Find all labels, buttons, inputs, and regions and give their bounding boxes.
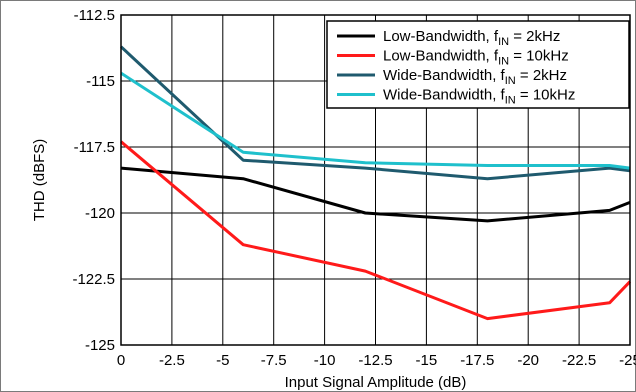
x-tick-label: -20 xyxy=(517,352,539,369)
x-tick-labels: 0 -2.5 -5 -7.5 -10 -12.5 -15 -17.5 -20 -22.5 -25 xyxy=(117,352,636,369)
legend-entry-tail: = 2kHz xyxy=(516,67,567,84)
legend-entry-tail: = 10kHz xyxy=(516,87,576,104)
legend-entry-1: Low-Bandwidth, fIN = 2kHz xyxy=(383,28,560,48)
x-tick-label: -15 xyxy=(416,352,438,369)
x-tick-label: -10 xyxy=(314,352,336,369)
legend-entry-subscript: IN xyxy=(498,36,509,48)
y-tick-label: -115 xyxy=(86,73,115,90)
x-tick-label: -25 xyxy=(619,352,636,369)
x-tick-label: -22.5 xyxy=(562,352,596,369)
legend-entry-subscript: IN xyxy=(505,95,516,107)
legend-entry-tail: = 2kHz xyxy=(509,28,560,45)
y-tick-label: -122.5 xyxy=(72,271,115,288)
x-tick-label: -12.5 xyxy=(358,352,392,369)
y-tick-label: -117.5 xyxy=(74,139,115,156)
legend-entry-name: Low-Bandwidth, f xyxy=(383,48,499,65)
series-line-3 xyxy=(119,45,631,181)
legend-entry-subscript: IN xyxy=(498,56,509,68)
series-lines xyxy=(119,45,632,321)
plot-area-border xyxy=(120,14,631,346)
legend-entry-name: Low-Bandwidth, f xyxy=(383,28,499,45)
series-line-1 xyxy=(120,166,631,223)
x-tick-label: -5 xyxy=(216,352,229,369)
legend-box xyxy=(326,20,630,109)
y-axis-label: THD (dBFS) xyxy=(31,139,48,222)
y-tick-labels: -112.5 -115 -117.5 -120 -122.5 -125 xyxy=(72,7,115,354)
legend-entry-3: Wide-Bandwidth, fIN = 2kHz xyxy=(383,67,567,87)
legend-entry-4: Wide-Bandwidth, fIN = 10kHz xyxy=(383,87,575,107)
legend-entry-name: Wide-Bandwidth, f xyxy=(383,67,506,84)
x-tick-label: -17.5 xyxy=(460,352,494,369)
y-tick-label: -125 xyxy=(85,337,115,354)
series-line-2 xyxy=(120,140,632,321)
legend-entry-tail: = 10kHz xyxy=(509,48,569,65)
x-axis-label: Input Signal Amplitude (dB) xyxy=(285,374,467,391)
legend: Low-Bandwidth, fIN = 2kHzLow-Bandwidth, … xyxy=(326,20,630,109)
series-line-4 xyxy=(120,71,631,170)
legend-entry-name: Wide-Bandwidth, f xyxy=(383,87,506,104)
x-tick-label: -2.5 xyxy=(159,352,185,369)
legend-entry-subscript: IN xyxy=(505,75,516,87)
legend-entry-2: Low-Bandwidth, fIN = 10kHz xyxy=(383,48,569,68)
y-tick-label: -112.5 xyxy=(74,7,115,24)
x-tick-label: 0 xyxy=(117,352,125,369)
y-tick-label: -120 xyxy=(85,205,115,222)
x-tick-label: -7.5 xyxy=(261,352,287,369)
